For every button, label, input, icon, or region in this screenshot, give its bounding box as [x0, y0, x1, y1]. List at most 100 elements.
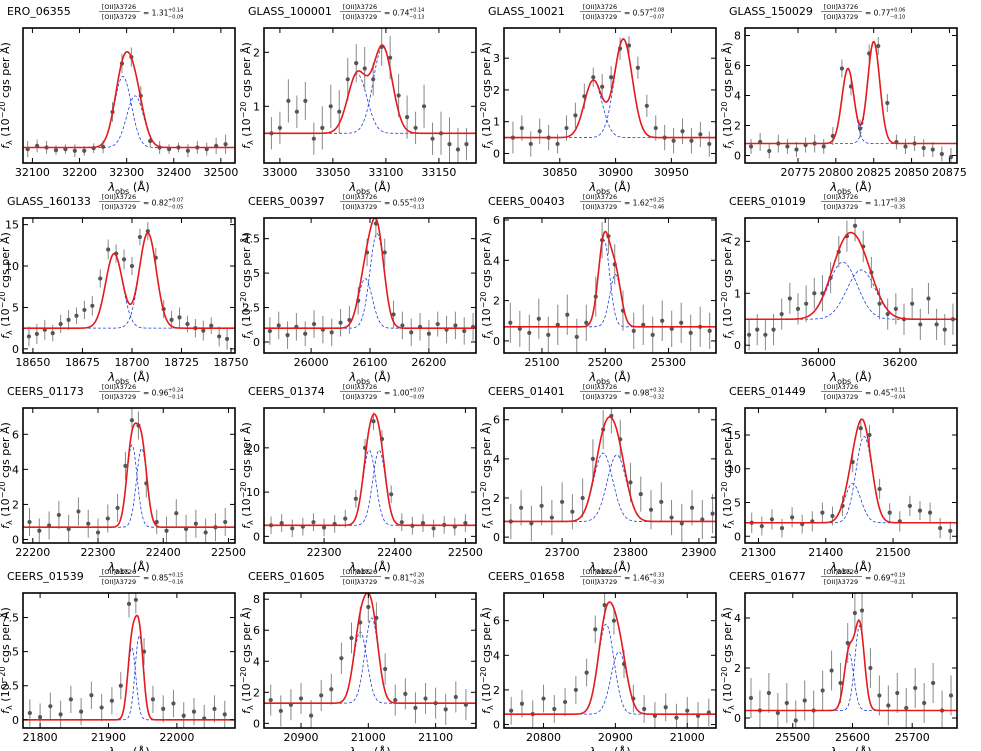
- total-fit-line: [264, 413, 476, 527]
- data-point: [349, 635, 354, 641]
- data-point: [685, 708, 690, 713]
- ratio-minus-error: −0.46: [649, 205, 664, 211]
- x-tick-label: 25100: [524, 356, 559, 369]
- data-point: [423, 696, 428, 701]
- data-point: [362, 66, 367, 71]
- data-point: [748, 144, 754, 149]
- ratio-numerator: [OII]λ3726: [824, 383, 858, 391]
- x-axis-label: λobs (Å): [588, 179, 630, 196]
- data-point: [405, 115, 410, 120]
- y-tick-label: 1: [493, 116, 500, 129]
- spectrum-panel: CEERS_01658 [OII]λ3726 [OII]λ3729 = 1.46 +0.…: [479, 568, 717, 751]
- x-tick-label: 32300: [109, 166, 144, 179]
- data-point: [790, 515, 795, 520]
- gaussian-component-line: [745, 624, 957, 711]
- data-point: [564, 125, 569, 131]
- x-tick-label: 22300: [307, 546, 342, 559]
- spectrum-panel: CEERS_00397 [OII]λ3726 [OII]λ3729 = 0.55 +0.…: [239, 193, 477, 386]
- data-point: [748, 695, 754, 701]
- data-point: [918, 322, 923, 327]
- data-point: [27, 519, 32, 525]
- data-point: [555, 141, 560, 147]
- y-tick-label: 6: [12, 428, 19, 441]
- data-point: [537, 129, 542, 134]
- data-point: [276, 323, 281, 328]
- data-point: [393, 697, 398, 703]
- data-point: [217, 334, 222, 339]
- y-tick-label: 0: [12, 533, 19, 546]
- x-tick-label: 30950: [654, 166, 689, 179]
- data-point: [343, 516, 348, 521]
- data-point: [203, 530, 208, 535]
- plot-frame: [22, 217, 236, 354]
- data-point: [409, 330, 414, 335]
- x-tick-label: 32100: [15, 166, 50, 179]
- x-tick-label: 20875: [932, 166, 967, 179]
- data-point: [895, 690, 900, 696]
- gaussian-component-line: [745, 261, 957, 320]
- y-tick-label: 0: [253, 336, 260, 349]
- y-tick-label: 6: [493, 615, 500, 628]
- data-point: [399, 520, 404, 525]
- ratio-minus-error: −0.04: [890, 395, 905, 401]
- panel-title: CEERS_01677: [729, 570, 806, 583]
- data-point: [541, 696, 546, 701]
- data-point: [560, 499, 565, 505]
- y-tick-label: 4: [253, 655, 260, 668]
- x-tick-label: 30850: [542, 166, 577, 179]
- x-tick-label: 20800: [526, 731, 561, 744]
- plot-frame: [503, 217, 717, 354]
- y-tick-label: 5: [12, 646, 19, 659]
- data-point: [82, 148, 87, 153]
- data-point: [886, 703, 891, 708]
- x-axis-label: λobs (Å): [348, 559, 390, 576]
- data-point: [830, 513, 835, 519]
- data-point: [671, 138, 676, 143]
- data-point: [321, 525, 327, 530]
- data-point: [852, 610, 857, 616]
- total-fit-line: [264, 218, 476, 329]
- y-tick-label: 2.5: [2, 680, 20, 693]
- data-point: [903, 144, 908, 149]
- gaussian-component-line: [23, 253, 235, 329]
- y-tick-label: 8: [253, 593, 260, 606]
- data-point: [931, 680, 936, 686]
- data-point: [396, 93, 401, 98]
- ratio-plus-error: +0.24: [168, 388, 183, 394]
- data-point: [787, 296, 792, 301]
- x-tick-label: 21500: [876, 546, 911, 559]
- plot-frame: [744, 592, 958, 729]
- data-point: [191, 709, 197, 714]
- x-axis-label: λobs (Å): [107, 369, 149, 386]
- data-point: [838, 680, 843, 686]
- y-tick-label: 7.5: [2, 612, 20, 625]
- data-point: [570, 509, 575, 514]
- spectrum-panel: GLASS_160133 [OII]λ3726 [OII]λ3729 = 0.82 +0…: [0, 193, 249, 386]
- ratio-minus-error: −0.14: [168, 395, 183, 401]
- ratio-plus-error: +0.15: [168, 573, 183, 579]
- gaussian-component-line: [23, 76, 235, 148]
- data-point: [209, 323, 214, 328]
- y-tick-label: 0: [12, 714, 19, 727]
- y-tick-label: 0: [253, 530, 260, 543]
- data-point: [181, 713, 186, 718]
- x-tick-label: 21400: [808, 546, 843, 559]
- data-point: [593, 627, 598, 632]
- x-tick-label: 32500: [203, 166, 238, 179]
- data-point: [528, 141, 533, 147]
- spectrum-panel: CEERS_00403 [OII]λ3726 [OII]λ3729 = 1.62 +0.…: [479, 193, 717, 386]
- plot-area: [504, 593, 716, 728]
- y-tick-label: 2: [12, 498, 19, 511]
- ratio-value: = 0.96: [143, 389, 169, 398]
- y-tick-label: 4: [734, 90, 741, 103]
- data-point: [133, 597, 138, 602]
- data-point: [286, 98, 291, 103]
- y-tick-label: 2.5: [243, 302, 261, 315]
- data-point: [508, 320, 513, 325]
- y-axis-label: fλ (10−20 cgs per Å): [0, 607, 14, 714]
- data-point: [74, 313, 79, 318]
- data-point: [663, 705, 668, 710]
- total-fit-line: [745, 231, 957, 321]
- spectrum-panel: GLASS_150029 [OII]λ3726 [OII]λ3729 = 0.77 +0…: [720, 3, 967, 196]
- data-point: [812, 291, 817, 296]
